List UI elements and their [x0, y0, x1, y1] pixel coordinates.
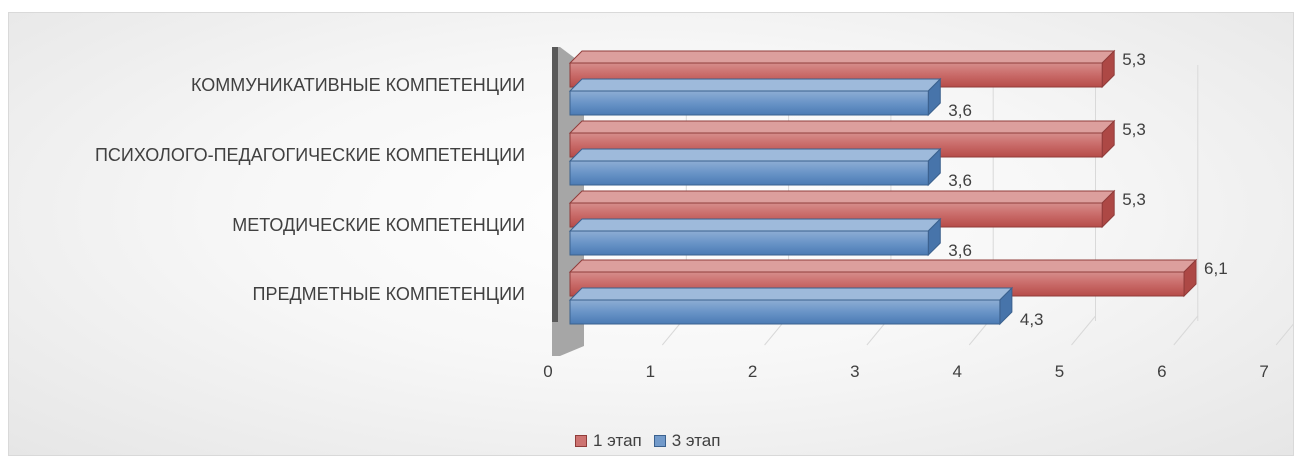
data-label-0-1: 3,6	[948, 101, 972, 120]
data-label-2-0: 5,3	[1122, 190, 1146, 209]
bar-top-1-0	[568, 120, 1116, 134]
bar-top-3-1	[568, 287, 1014, 301]
gridline-floor-6	[1173, 315, 1199, 346]
x-tick-label-3: 3	[850, 362, 859, 381]
bar-top-0-1	[568, 78, 942, 92]
bar-top-1-1	[568, 148, 942, 162]
bar-0-1	[569, 90, 929, 116]
x-tick-label-1: 1	[646, 362, 655, 381]
bar-top-3-0	[568, 259, 1198, 273]
legend-item-stage-3: 3 этап	[653, 431, 721, 451]
x-tick-label-5: 5	[1055, 362, 1064, 381]
category-label-1: ПСИХОЛОГО-ПЕДАГОГИЧЕСКИЕ КОМПЕТЕНЦИИ	[95, 145, 525, 165]
side-wall-edge	[552, 47, 558, 322]
legend-label-stage-1: 1 этап	[593, 431, 642, 450]
x-tick-label-4: 4	[952, 362, 961, 381]
data-label-1-0: 5,3	[1122, 120, 1146, 139]
legend-swatch-stage-1	[575, 435, 587, 447]
legend: 1 этап 3 этап	[575, 431, 720, 451]
bar-top-2-1	[568, 218, 942, 232]
legend-item-stage-1: 1 этап	[575, 431, 642, 451]
x-tick-label-0: 0	[543, 362, 552, 381]
data-label-3-1: 4,3	[1020, 310, 1044, 329]
bar-chart: 5,3 3,6 КОММУНИКАТИВНЫЕ КОМПЕТЕНЦИИ 5,3 3,6 П…	[95, 47, 1293, 381]
x-tick-label-6: 6	[1157, 362, 1166, 381]
x-tick-label-2: 2	[748, 362, 757, 381]
legend-label-stage-3: 3 этап	[671, 431, 721, 450]
data-label-1-1: 3,6	[948, 171, 972, 190]
chart-frame: 5,3 3,6 КОММУНИКАТИВНЫЕ КОМПЕТЕНЦИИ 5,3 3,6 П…	[8, 12, 1294, 456]
data-label-0-0: 5,3	[1122, 50, 1146, 69]
data-label-2-1: 3,6	[948, 241, 972, 260]
data-label-3-0: 6,1	[1204, 259, 1228, 278]
x-tick-label-7: 7	[1259, 362, 1268, 381]
gridline-floor-7	[1275, 323, 1293, 346]
legend-swatch-stage-3	[653, 435, 666, 447]
bar-3-1	[569, 299, 1001, 325]
category-label-3: ПРЕДМЕТНЫЕ КОМПЕТЕНЦИИ	[253, 284, 526, 304]
category-label-2: МЕТОДИЧЕСКИЕ КОМПЕТЕНЦИИ	[232, 215, 525, 235]
bar-top-2-0	[568, 190, 1116, 204]
bar-2-1	[569, 230, 929, 256]
bar-top-0-0	[568, 50, 1116, 64]
bar-1-1	[569, 160, 929, 186]
gridline-floor-5	[1071, 315, 1096, 346]
category-label-0: КОММУНИКАТИВНЫЕ КОМПЕТЕНЦИИ	[191, 75, 525, 95]
